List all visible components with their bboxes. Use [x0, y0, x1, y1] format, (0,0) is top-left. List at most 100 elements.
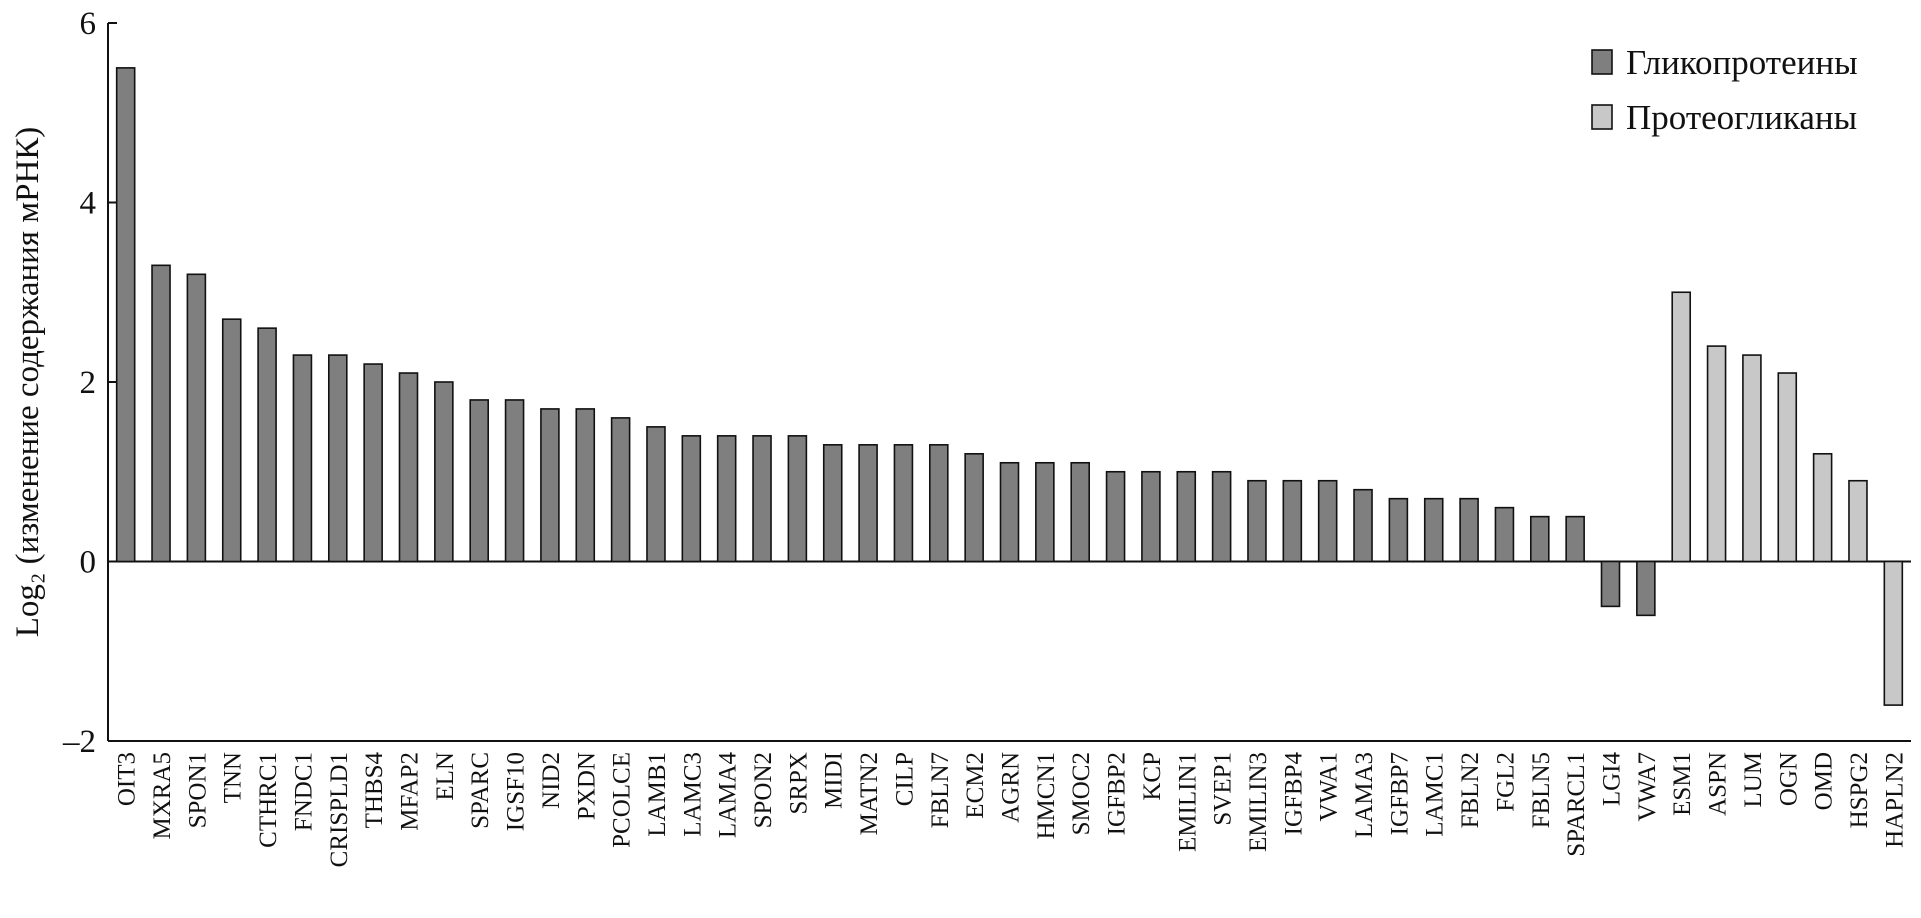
bar [1176, 470, 1197, 563]
bar [1848, 479, 1868, 563]
bar [1035, 461, 1055, 563]
x-tick-label: HMCN1 [1033, 752, 1060, 840]
x-tick-label: LAMA4 [715, 752, 742, 839]
x-tick-label: CILP [891, 752, 918, 806]
x-tick-label: LAMA3 [1351, 752, 1378, 838]
bar [1600, 560, 1621, 608]
x-tick-label: LGI4 [1599, 752, 1626, 807]
bar [540, 408, 560, 563]
x-tick-label: PXDN [573, 752, 600, 820]
x-tick-label: SPON2 [750, 752, 777, 828]
bar [1742, 354, 1762, 563]
bar [646, 426, 666, 563]
bar [928, 444, 949, 563]
bar [787, 435, 808, 563]
x-tick-label: MFAP2 [397, 752, 424, 831]
x-tick-label: ELN [432, 752, 459, 801]
bar [716, 435, 737, 563]
legend-label: Протеогликаны [1626, 98, 1857, 137]
x-tick-label: ESM1 [1669, 752, 1696, 816]
bar [115, 67, 136, 563]
x-tick-label: EMILIN1 [1174, 752, 1201, 852]
bar [1070, 461, 1091, 563]
bar [434, 381, 454, 563]
y-tick-label: 4 [80, 186, 97, 222]
bar [1282, 479, 1303, 563]
bar [1388, 497, 1409, 563]
x-tick-label: OMD [1811, 752, 1838, 810]
x-tick-label: ECM2 [962, 752, 989, 819]
y-tick-label: 2 [80, 365, 97, 401]
bar [1812, 452, 1833, 563]
x-tick-label: OGN [1775, 752, 1802, 806]
x-tick-label: CTHRC1 [255, 752, 282, 848]
bar [1706, 345, 1727, 563]
x-tick-label: SVEP1 [1210, 752, 1237, 826]
bar [575, 408, 596, 563]
bar [363, 363, 383, 563]
bar [1141, 470, 1161, 563]
bar [1247, 479, 1267, 563]
x-tick-label: FBLN7 [927, 752, 954, 828]
x-tick-label: MXRA5 [149, 752, 176, 840]
x-tick-label: IGFBP2 [1104, 752, 1131, 835]
x-tick-label: NID2 [538, 752, 565, 809]
bar [1883, 560, 1904, 706]
bar [858, 444, 878, 563]
bar [1353, 488, 1373, 563]
bar [610, 417, 631, 563]
bar [469, 399, 490, 563]
bar [752, 435, 772, 563]
x-tick-label: VWA7 [1634, 752, 1661, 821]
x-tick-label: LUM [1740, 752, 1767, 808]
x-tick-label: SRPX [785, 752, 812, 815]
y-tick-label: 0 [80, 545, 97, 581]
x-tick-label: LAMB1 [644, 752, 671, 837]
bar [1529, 515, 1550, 563]
bar [1494, 506, 1515, 563]
legend-swatch [1591, 104, 1613, 130]
x-tick-label: SPARCL1 [1563, 752, 1590, 857]
x-tick-label: MIDI [821, 752, 848, 809]
y-tick-label: 6 [80, 6, 97, 42]
x-tick-label: OIT3 [114, 752, 141, 806]
bar [1777, 372, 1798, 563]
legend-swatch [1591, 49, 1613, 75]
bar [398, 372, 419, 563]
x-tick-label: SPARC [467, 752, 494, 829]
bar [964, 452, 984, 563]
x-tick-label: MATN2 [856, 752, 883, 835]
bar [1565, 515, 1585, 563]
bar [1671, 291, 1692, 563]
y-tick-label: –2 [62, 724, 96, 760]
x-tick-label: HSPG2 [1846, 752, 1873, 828]
x-tick-label: PCOLCE [609, 752, 636, 848]
x-tick-label: KCP [1139, 752, 1166, 801]
x-tick-label: VWA1 [1316, 752, 1343, 821]
bar [1211, 470, 1232, 563]
bar [999, 461, 1020, 563]
y-axis-label: Log₂ (изменение содержания мРНК) [10, 127, 46, 638]
x-tick-label: FNDC1 [290, 752, 317, 831]
x-tick-label: LAMC1 [1422, 752, 1449, 837]
bar [1423, 497, 1444, 563]
x-tick-label: FBLN2 [1457, 752, 1484, 828]
bar [822, 444, 843, 563]
x-tick-label: HAPLN2 [1881, 752, 1908, 848]
x-tick-label: IGFBP7 [1386, 752, 1413, 835]
bar [292, 354, 313, 563]
x-tick-label: ASPN [1705, 752, 1732, 816]
bar [681, 435, 702, 563]
bar [221, 318, 242, 563]
x-tick-label: CRISPLD1 [326, 752, 353, 867]
x-tick-label: IGFBP4 [1280, 752, 1307, 836]
legend-label: Гликопротеины [1626, 43, 1858, 82]
bar [1636, 560, 1656, 617]
bar [327, 354, 348, 563]
bar [186, 273, 207, 563]
x-tick-label: SMOC2 [1068, 752, 1095, 835]
x-tick-label: SPON1 [184, 752, 211, 828]
bar [257, 327, 277, 563]
